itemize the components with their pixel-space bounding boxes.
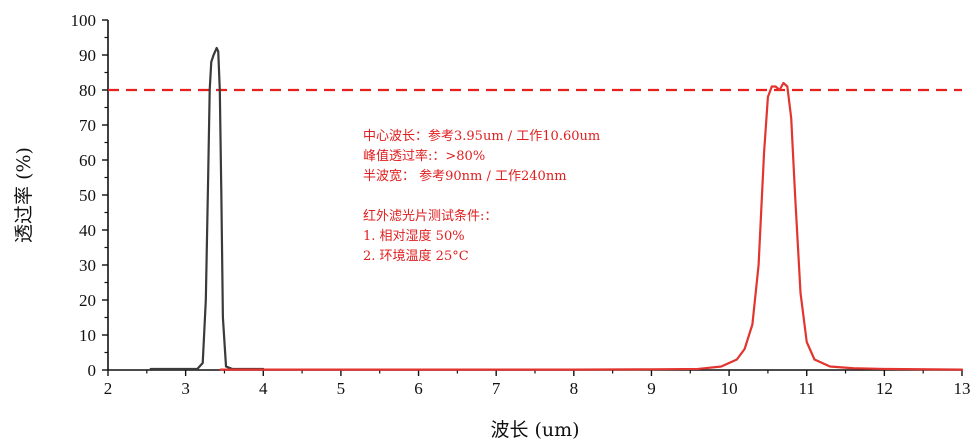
annotation-block: 中心波长：参考3.95um / 工作10.60um 峰值透过率:：>80% 半波宽：…: [363, 128, 600, 264]
x-tick-label: 2: [104, 379, 113, 398]
x-tick-label: 8: [570, 379, 579, 398]
annotation-line: 半波宽： 参考90nm / 工作240nm: [363, 168, 567, 184]
x-tick-label: 5: [337, 379, 346, 398]
y-tick-label: 80: [79, 81, 96, 100]
annotation-line: 1. 相对湿度 50%: [363, 228, 465, 244]
ticks: 2 3 4 5 6 7 8 9 10 11 12 13 0 10 20 30 40 50 60 70 80 90 100: [71, 11, 971, 398]
x-tick-label: 9: [647, 379, 656, 398]
annotation-line: 红外滤光片测试条件:：: [363, 208, 497, 224]
x-tick-label: 10: [721, 379, 738, 398]
axes: [107, 20, 962, 371]
x-tick-label: 13: [954, 379, 971, 398]
y-tick-label: 70: [79, 116, 96, 135]
y-tick-label: 20: [79, 291, 96, 310]
y-tick-label: 0: [88, 361, 97, 380]
y-tick-label: 100: [71, 11, 97, 30]
annotation-line: 2. 环境温度 25°C: [363, 248, 469, 264]
x-axis-title: 波长 (um): [490, 419, 579, 441]
x-tick-label: 12: [876, 379, 893, 398]
series-line-working-peak: [219, 81, 964, 371]
x-tick-label: 4: [259, 379, 268, 398]
y-tick-label: 30: [79, 256, 96, 275]
y-axis-title: 透过率 (%): [13, 147, 35, 243]
series: [149, 46, 964, 371]
series-line-reference-peak: [149, 46, 265, 371]
x-tick-label: 6: [414, 379, 423, 398]
x-tick-label: 7: [492, 379, 501, 398]
x-tick-label: 3: [181, 379, 190, 398]
x-tick-label: 11: [799, 379, 815, 398]
y-tick-label: 60: [79, 151, 96, 170]
y-tick-label: 50: [79, 186, 96, 205]
y-tick-label: 10: [79, 326, 96, 345]
annotation-line: 中心波长：参考3.95um / 工作10.60um: [363, 128, 600, 144]
y-tick-label: 40: [79, 221, 96, 240]
annotation-line: 峰值透过率:：>80%: [363, 148, 485, 164]
y-tick-label: 90: [79, 46, 96, 65]
